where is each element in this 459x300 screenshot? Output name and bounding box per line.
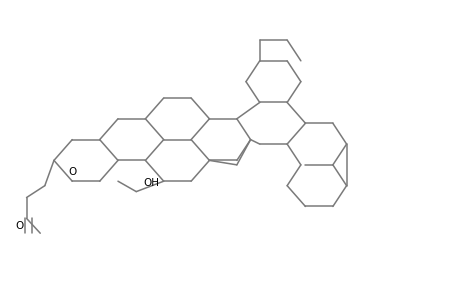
Text: O: O [16, 221, 24, 231]
Text: O: O [68, 167, 76, 177]
Text: OH: OH [143, 178, 159, 188]
